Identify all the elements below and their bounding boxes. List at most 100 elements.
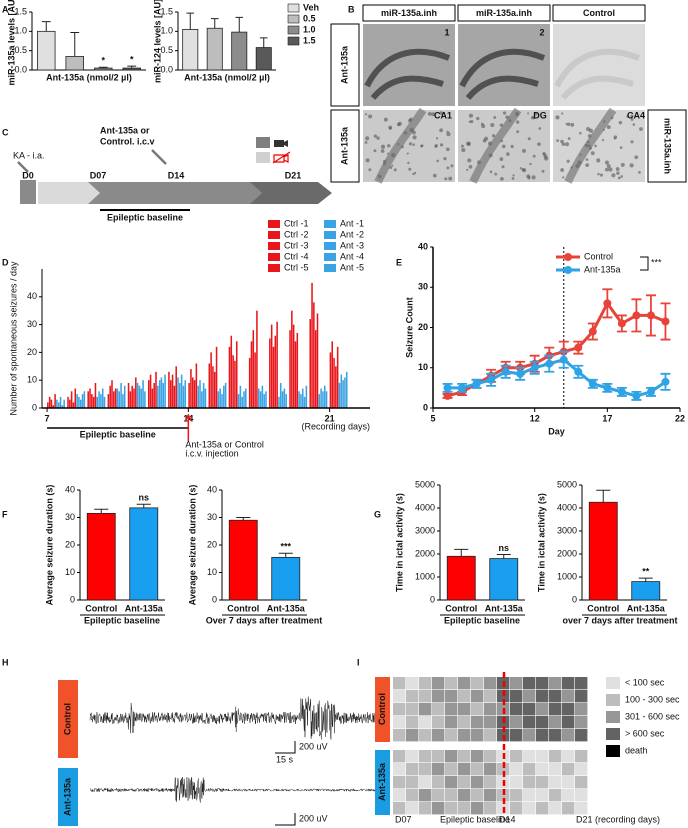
tissue: [364, 48, 451, 101]
cell: [491, 134, 496, 138]
cell: [481, 124, 486, 129]
heat-cell: [419, 690, 432, 703]
y-tick-label: 4000: [557, 502, 577, 512]
bar: [182, 385, 185, 408]
heat-cell: [406, 776, 419, 789]
cell: [560, 168, 565, 172]
x-axis-label: Day: [548, 426, 565, 436]
bar: [78, 396, 80, 408]
heat-cell: [536, 789, 549, 802]
cell: [490, 122, 495, 128]
bar: [256, 310, 258, 408]
y-tick-label: 0.0: [14, 64, 27, 74]
heat-cell: [471, 789, 484, 802]
bar: [340, 374, 343, 408]
tissue: [554, 48, 641, 101]
y-tick-label: 0: [572, 594, 577, 604]
cell: [427, 111, 432, 116]
y-tick-label: 20: [27, 347, 37, 357]
bar: [316, 313, 319, 408]
bar: [122, 67, 141, 71]
group-tag: [375, 750, 390, 815]
cell: [561, 112, 564, 115]
cell: [538, 127, 542, 130]
heat-cell: [458, 716, 471, 729]
legend-label: Ant -1: [340, 218, 364, 228]
heat-cell: [419, 763, 432, 776]
heat-cell: [536, 729, 549, 742]
group-label: Control: [377, 693, 387, 725]
bar: [446, 555, 476, 601]
panel-label: E: [396, 257, 402, 267]
cell: [499, 176, 504, 181]
y-tick-label: 0: [70, 594, 75, 604]
bar: [101, 388, 104, 408]
legend-swatch: [287, 25, 300, 35]
cell: [608, 167, 613, 172]
heat-cell: [497, 763, 510, 776]
cell: [619, 146, 623, 149]
y-tick-label: 1.5: [14, 6, 27, 16]
day-label: D0: [22, 170, 34, 180]
legend-label: Ant -5: [340, 262, 364, 272]
x-axis-label: Ant-135a (nmol/2 µl): [46, 72, 132, 82]
legend-swatch: [324, 242, 336, 250]
bar: [83, 391, 86, 408]
heat-cell: [549, 789, 562, 802]
cell: [516, 130, 520, 134]
bar: [116, 388, 119, 408]
y-tick-label: 20: [418, 322, 428, 332]
point: [487, 375, 496, 384]
bar: [278, 396, 280, 408]
x-tick-label: Ant-135a: [125, 603, 164, 613]
cell: [439, 128, 444, 133]
heat-cell: [406, 789, 419, 802]
cell: [586, 126, 591, 132]
bar: [76, 394, 78, 408]
legend-marker: [564, 253, 572, 261]
micrograph: [553, 110, 645, 182]
cell: [534, 112, 538, 116]
cell: [436, 159, 439, 163]
heat-cell: [393, 750, 406, 763]
cell: [383, 117, 388, 122]
heat-cell: [458, 802, 471, 815]
heat-cell: [484, 776, 497, 789]
cell: [434, 144, 438, 148]
camera: [274, 140, 288, 147]
bar: [283, 388, 286, 408]
bar: [289, 330, 291, 408]
heat-cell: [562, 729, 575, 742]
y-tick-label: 20: [65, 539, 75, 549]
bar: [171, 374, 174, 408]
bar: [149, 374, 152, 408]
cell: [527, 137, 531, 141]
bar: [335, 366, 337, 408]
cell: [532, 154, 536, 158]
legend-swatch: [268, 220, 280, 228]
heat-cell: [510, 677, 523, 690]
trace-tag: [58, 768, 78, 826]
bar: [271, 556, 301, 601]
bar: [103, 396, 106, 408]
legend-label: Ctrl -3: [284, 240, 309, 250]
bar: [313, 302, 315, 408]
cell: [380, 149, 385, 153]
cell: [522, 148, 526, 153]
row-label: Ant-135a: [339, 45, 349, 84]
bar: [197, 385, 199, 408]
point: [588, 327, 597, 336]
x-axis-label: Epileptic baseline: [444, 615, 520, 625]
bar: [118, 391, 121, 408]
cell: [634, 155, 639, 160]
cell: [617, 176, 621, 180]
cell: [632, 123, 636, 126]
bar: [179, 382, 181, 408]
bar: [215, 346, 218, 408]
heat-cell: [562, 677, 575, 690]
bar: [279, 382, 282, 408]
error-bar: [70, 31, 80, 57]
heat-cell: [471, 776, 484, 789]
y-tick-label: 0.0: [160, 64, 173, 74]
row-label: Ant-135a: [339, 126, 349, 165]
